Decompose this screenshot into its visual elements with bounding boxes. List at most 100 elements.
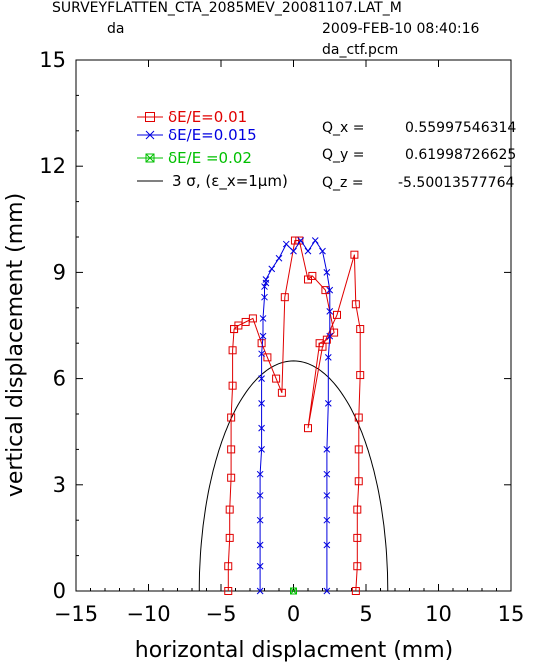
legend-entry-blue: δE/E=0.015 [137, 126, 257, 144]
data-point [323, 492, 331, 499]
x-tick-label: −10 [126, 602, 170, 626]
legend-label-red: δE/E=0.01 [168, 108, 247, 126]
plot-frame [75, 59, 512, 592]
data-point [277, 388, 286, 397]
data-point [258, 400, 265, 407]
data-point [354, 413, 363, 422]
data-point [353, 562, 362, 571]
data-point [295, 236, 304, 245]
y-tick-label: 6 [53, 367, 66, 391]
data-point [290, 247, 297, 255]
y-tick-label: 15 [39, 48, 66, 72]
legend-label-envelope: 3 σ, (ε_x=1μm) [172, 172, 288, 191]
data-point [228, 381, 237, 390]
data-point [225, 533, 234, 542]
data-point [304, 424, 312, 433]
data-point [308, 271, 317, 280]
data-point [272, 374, 281, 383]
mode-label: da [107, 21, 124, 37]
data-point [353, 505, 362, 514]
data-point [354, 445, 363, 454]
data-point [351, 587, 360, 595]
data-point [256, 492, 264, 499]
data-point [258, 446, 265, 453]
lattice-title: SURVEYFLATTEN_CTA_2085MEV_20081107.LAT_M [52, 0, 402, 16]
data-point [323, 269, 331, 276]
data-point [227, 445, 236, 454]
data-point [258, 424, 265, 432]
series-red [224, 236, 365, 595]
data-point [227, 413, 236, 422]
data-point [224, 562, 233, 571]
legend-label-green: δE/E =0.02 [168, 149, 252, 167]
data-point-cross [290, 587, 297, 595]
data-point [326, 286, 334, 294]
data-point [350, 250, 359, 259]
data-point [330, 328, 339, 337]
data-point [324, 354, 332, 361]
y-tick-label: 9 [53, 260, 66, 284]
data-point [318, 342, 327, 351]
envelope-curve [198, 360, 389, 592]
y-tick-label: 3 [53, 473, 66, 497]
data-point [282, 240, 290, 248]
data-point [323, 470, 331, 478]
tune-y-value: 0.61998726625 [405, 147, 516, 163]
data-point [258, 375, 265, 382]
data-point [256, 516, 264, 524]
data-point [257, 339, 266, 348]
data-point [225, 505, 234, 514]
data-point [263, 353, 272, 362]
data-point [323, 541, 331, 549]
file-label: da_ctf.pcm [322, 42, 398, 58]
data-point [256, 541, 264, 549]
datetime-label: 2009-FEB-10 08:40:16 [322, 21, 479, 37]
legend-entry-envelope: 3 σ, (ε_x=1μm) [137, 172, 288, 191]
x-tick-label: 10 [425, 602, 452, 626]
x-tick-label: 0 [287, 602, 300, 626]
data-point [356, 325, 365, 334]
x-tick-label: −15 [54, 602, 98, 626]
data-point [353, 533, 362, 542]
data-point [290, 236, 299, 245]
x-tick-label: 15 [498, 602, 525, 626]
data-point [227, 473, 236, 482]
data-point [280, 293, 289, 302]
envelope-group [198, 360, 389, 592]
tune-z-value: -5.50013577764 [398, 175, 514, 191]
data-point [259, 332, 267, 340]
tune-x-value: 0.55997546314 [405, 120, 516, 136]
data-point [324, 400, 332, 407]
tune-y-label: Q_y = [322, 147, 365, 163]
series-line-blue [259, 239, 331, 591]
data-point [228, 346, 237, 355]
data-point [248, 314, 257, 323]
data-point [290, 587, 297, 595]
data-point [333, 310, 341, 319]
data-point [323, 587, 331, 595]
data-point [326, 307, 334, 315]
series-green [290, 587, 297, 595]
data-point [275, 254, 283, 262]
series-group [224, 236, 365, 595]
data-point [262, 276, 270, 283]
data-point [304, 247, 312, 255]
data-point [351, 300, 360, 309]
data-point [321, 286, 330, 295]
data-point [261, 283, 268, 290]
data-point [356, 371, 365, 380]
data-point [258, 350, 265, 358]
data-point [319, 247, 326, 255]
data-point [259, 315, 267, 322]
y-axis-label: vertical displacement (mm) [3, 193, 28, 497]
x-tick-label: −5 [206, 602, 237, 626]
data-point [261, 293, 268, 301]
y-axis: 0 3 6 9 12 15 [39, 48, 511, 603]
data-point [256, 470, 264, 478]
legend-entry-red: δE/E=0.01 [137, 108, 247, 126]
tune-x-label: Q_x = [322, 120, 365, 136]
data-point [297, 237, 305, 244]
data-point [311, 237, 319, 244]
data-point [323, 516, 331, 524]
